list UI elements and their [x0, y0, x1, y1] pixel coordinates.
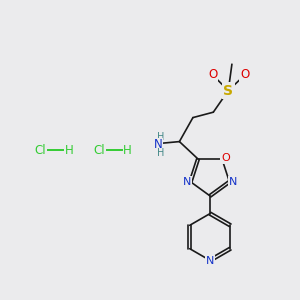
- Text: H: H: [157, 132, 164, 142]
- Text: H: H: [157, 148, 164, 158]
- Text: N: N: [183, 177, 191, 187]
- Text: O: O: [221, 153, 230, 163]
- Text: N: N: [229, 177, 237, 187]
- Text: H: H: [123, 143, 132, 157]
- Text: Cl: Cl: [93, 143, 105, 157]
- Text: N: N: [153, 138, 162, 151]
- Text: H: H: [64, 143, 74, 157]
- Text: O: O: [240, 68, 249, 82]
- Text: O: O: [208, 68, 217, 82]
- Text: Cl: Cl: [35, 143, 46, 157]
- Text: N: N: [206, 256, 214, 266]
- Text: S: S: [223, 84, 233, 98]
